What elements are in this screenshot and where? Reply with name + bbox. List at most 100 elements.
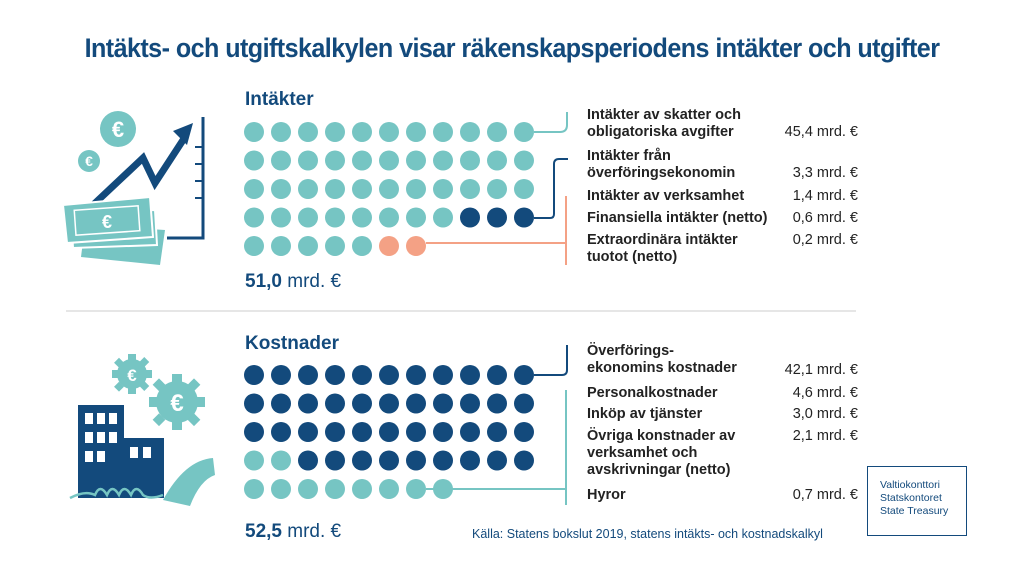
legend-label-line: Övriga konstnader av [587,428,736,444]
dot-teal [298,207,318,228]
legend-label-line: Intäkter från [587,148,671,164]
dot-navy [406,450,426,471]
dot-teal [433,179,453,199]
svg-text:€: € [85,153,93,169]
dot-teal [271,122,291,142]
legend-item-label: Intäkter av verksamhet [587,188,777,205]
dot-navy [406,365,426,385]
dot-salmon [379,236,399,256]
dot-navy [271,422,291,442]
money-growth-chart-icon: € € € [61,111,205,265]
legend-item-value: 1,4 mrd. € [792,188,858,204]
dot-teal [352,150,372,171]
income-total-value: 51,0 [245,271,282,292]
svg-text:€: € [102,212,112,232]
legend-item-label: Extraordinära intäkter tuotot (netto) [587,232,777,266]
connector-line-other-income [426,196,567,265]
dot-navy [352,393,372,414]
dot-navy [460,393,480,414]
dot-teal [298,179,318,199]
dot-navy [460,450,480,471]
dot-teal [352,236,372,256]
legend-label-line: obligatoriska avgifter [587,124,734,140]
dot-teal [460,179,480,199]
dot-navy [325,365,345,385]
dot-navy [460,207,480,228]
connector-line-other-costs [426,390,567,505]
dot-teal [271,236,291,256]
dot-teal [487,150,507,171]
dot-teal [433,207,453,228]
legend-item-value: 3,3 mrd. € [792,165,858,181]
income-heading: Intäkter [245,89,314,110]
dot-navy [325,393,345,414]
dot-teal [271,150,291,171]
gear-small-icon: € [112,354,152,394]
legend-item-label: Personalkostnader [587,385,777,402]
dot-navy [406,393,426,414]
dot-teal [271,207,291,228]
dot-teal [352,479,372,499]
legend-item-value: 45,4 mrd. € [784,124,858,140]
source-note: Källa: Statens bokslut 2019, statens int… [472,527,823,541]
dot-teal [244,236,264,256]
dot-teal [514,122,534,142]
dot-navy [514,450,534,471]
dot-teal [460,122,480,142]
dot-teal [406,479,426,499]
dot-teal [298,122,318,142]
dot-teal [244,207,264,228]
euro-coin-small-icon [78,150,100,172]
svg-text:€: € [112,117,124,142]
logo-line: Statskontoret [880,492,942,504]
logo-line: Valtiokonttori [880,479,940,491]
dot-navy [433,422,453,442]
dot-navy [352,422,372,442]
dot-teal [271,479,291,499]
dot-teal [325,479,345,499]
legend-label-line: Hyror [587,487,626,503]
dot-navy [352,450,372,471]
dot-teal [406,150,426,171]
dot-navy [271,393,291,414]
costs-total: 52,5 mrd. € [245,521,341,543]
dot-teal [352,179,372,199]
dot-navy [379,422,399,442]
dot-navy [487,450,507,471]
legend-item-label: Hyror [587,487,777,504]
dot-teal [352,122,372,142]
dot-teal [244,179,264,199]
dot-teal [271,179,291,199]
dot-teal [379,179,399,199]
dot-navy [433,450,453,471]
legend-item-label: Övriga konstnader av verksamhet och avskri… [587,428,777,479]
dot-teal [487,122,507,142]
legend-item-value: 0,2 mrd. € [792,232,858,248]
dot-teal [514,179,534,199]
dot-teal [433,150,453,171]
phone-icon [69,458,215,506]
dot-teal [244,479,264,499]
dot-teal [298,479,318,499]
legend-item-value: 3,0 mrd. € [792,406,858,422]
legend-label-line: Finansiella intäkter (netto) [587,210,768,226]
legend-item-value: 4,6 mrd. € [792,385,858,401]
legend-item-label: Intäkter från överföringsekonomin [587,148,777,182]
dot-teal [379,150,399,171]
dot-teal [379,207,399,228]
dot-navy [514,393,534,414]
dot-navy [298,422,318,442]
dot-navy [244,422,264,442]
legend-label-line: Överförings- [587,343,675,359]
dot-teal [325,207,345,228]
dot-navy [460,422,480,442]
svg-text:€: € [170,390,183,417]
section-divider [66,310,856,312]
dot-teal [406,207,426,228]
legend-item-label: Inköp av tjänster [587,406,777,423]
dot-navy [487,422,507,442]
dot-teal [325,122,345,142]
dot-navy [379,393,399,414]
legend-item-label: Överförings-ekonomins kostnader [587,343,777,377]
dot-navy [325,450,345,471]
